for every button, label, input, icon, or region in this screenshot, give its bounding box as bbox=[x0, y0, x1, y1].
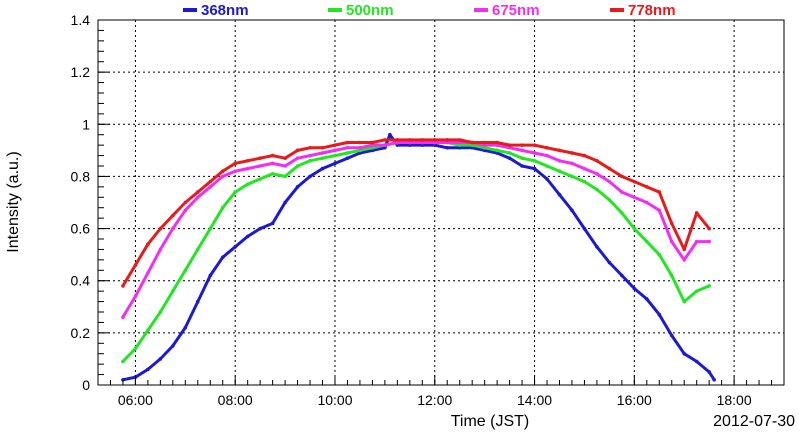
x-tick-label: 10:00 bbox=[317, 392, 352, 408]
y-tick-label: 0.4 bbox=[71, 273, 91, 289]
series-layer bbox=[121, 132, 716, 382]
legend-label: 778nm bbox=[628, 2, 676, 19]
plot-frame bbox=[97, 19, 785, 386]
y-tick-label: 0 bbox=[82, 377, 90, 393]
series-778nm bbox=[121, 138, 711, 288]
y-tick-label: 0.6 bbox=[71, 221, 91, 237]
y-tick-label: 1.2 bbox=[71, 64, 91, 80]
x-tick-label: 16:00 bbox=[617, 392, 652, 408]
x-tick-label: 14:00 bbox=[517, 392, 552, 408]
x-tick-label: 18:00 bbox=[717, 392, 752, 408]
y-tick-label: 1.4 bbox=[71, 12, 91, 28]
series-trace bbox=[122, 133, 716, 382]
y-axis-title: Intensity (a.u.) bbox=[5, 151, 22, 252]
x-tick-label: 08:00 bbox=[218, 392, 253, 408]
legend-label: 675nm bbox=[492, 2, 540, 19]
legend-label: 368nm bbox=[201, 2, 249, 19]
y-tick-label: 0.2 bbox=[71, 325, 91, 341]
y-tick-label: 0.8 bbox=[71, 168, 91, 184]
y-tick-label: 1 bbox=[82, 116, 90, 132]
series-trace bbox=[121, 141, 710, 318]
legend-label: 500nm bbox=[346, 2, 394, 19]
x-tick-label: 12:00 bbox=[417, 392, 452, 408]
series-368nm bbox=[121, 132, 716, 382]
legend: 368nm 500nm 675nm 778nm bbox=[183, 2, 676, 19]
axis-ticks: 06:00 08:00 10:00 12:00 14:00 16:00 18:00 0 0.2 0… bbox=[71, 12, 785, 408]
x-tick-label: 06:00 bbox=[118, 392, 153, 408]
x-axis-title: Time (JST) bbox=[451, 413, 530, 430]
series-675nm bbox=[121, 140, 711, 320]
series-trace bbox=[121, 138, 711, 287]
date-label: 2012-07-30 bbox=[713, 413, 795, 430]
